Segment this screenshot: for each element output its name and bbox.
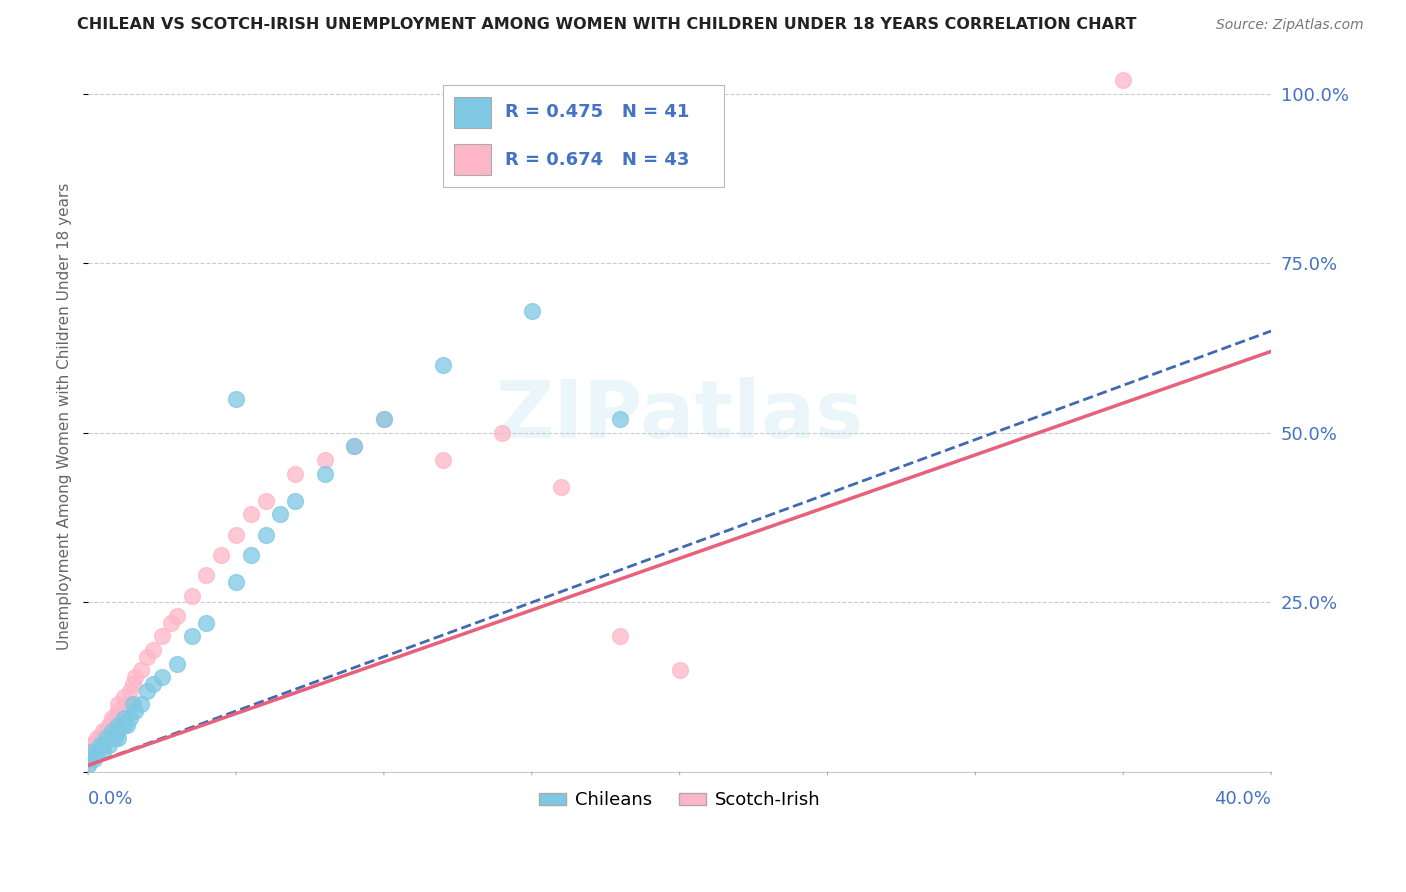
- Point: [150, 670, 173, 684]
- Point: [112, 711, 135, 725]
- Text: 0.0%: 0.0%: [89, 790, 134, 808]
- Point: [91, 745, 114, 759]
- Point: [77, 745, 100, 759]
- Legend: Chileans, Scotch-Irish: Chileans, Scotch-Irish: [531, 784, 828, 816]
- Point: [121, 677, 143, 691]
- Point: [83, 751, 105, 765]
- Point: [101, 711, 124, 725]
- Bar: [454, 97, 491, 128]
- Y-axis label: Unemployment Among Women with Children Under 18 years: Unemployment Among Women with Children U…: [58, 182, 72, 649]
- Text: 40.0%: 40.0%: [1215, 790, 1271, 808]
- Point: [91, 738, 114, 752]
- Text: Source: ZipAtlas.com: Source: ZipAtlas.com: [1216, 18, 1364, 31]
- Point: [112, 717, 135, 731]
- Point: [115, 717, 138, 731]
- Point: [77, 751, 100, 765]
- Point: [112, 690, 135, 705]
- Point: [550, 480, 572, 494]
- Point: [432, 453, 454, 467]
- Point: [1112, 73, 1135, 87]
- Point: [86, 745, 108, 759]
- Point: [91, 738, 114, 752]
- Point: [209, 548, 232, 562]
- Point: [284, 467, 307, 481]
- Point: [101, 717, 124, 731]
- Point: [77, 758, 100, 772]
- Point: [225, 575, 247, 590]
- Text: R = 0.674   N = 43: R = 0.674 N = 43: [505, 151, 689, 169]
- Point: [239, 507, 262, 521]
- Point: [142, 677, 165, 691]
- Point: [150, 629, 173, 643]
- Point: [520, 303, 543, 318]
- Point: [124, 704, 146, 718]
- Point: [104, 731, 127, 746]
- Point: [142, 643, 165, 657]
- Point: [86, 731, 108, 746]
- Text: R = 0.475   N = 41: R = 0.475 N = 41: [505, 103, 689, 121]
- Point: [166, 657, 188, 671]
- Point: [124, 670, 146, 684]
- Point: [136, 649, 159, 664]
- Point: [97, 717, 120, 731]
- Point: [101, 731, 124, 746]
- Point: [269, 507, 291, 521]
- Point: [121, 697, 143, 711]
- Point: [107, 724, 129, 739]
- Point: [94, 731, 117, 746]
- Point: [239, 548, 262, 562]
- Point: [118, 683, 141, 698]
- Point: [77, 758, 100, 772]
- Point: [195, 615, 218, 630]
- Point: [77, 738, 100, 752]
- Point: [373, 412, 395, 426]
- Point: [80, 745, 103, 759]
- Point: [131, 697, 153, 711]
- Bar: [454, 145, 491, 175]
- Point: [89, 731, 111, 746]
- Point: [115, 697, 138, 711]
- Point: [104, 711, 127, 725]
- Point: [180, 629, 202, 643]
- Point: [91, 724, 114, 739]
- Point: [609, 412, 631, 426]
- Point: [166, 609, 188, 624]
- Point: [195, 568, 218, 582]
- Point: [77, 751, 100, 765]
- Text: CHILEAN VS SCOTCH-IRISH UNEMPLOYMENT AMONG WOMEN WITH CHILDREN UNDER 18 YEARS CO: CHILEAN VS SCOTCH-IRISH UNEMPLOYMENT AMO…: [77, 17, 1137, 31]
- Point: [83, 738, 105, 752]
- Point: [136, 683, 159, 698]
- Point: [180, 589, 202, 603]
- Point: [432, 358, 454, 372]
- Point: [254, 527, 277, 541]
- Point: [107, 731, 129, 746]
- Point: [101, 724, 124, 739]
- Point: [94, 724, 117, 739]
- Point: [609, 629, 631, 643]
- Point: [97, 738, 120, 752]
- Point: [343, 439, 366, 453]
- Point: [131, 663, 153, 677]
- Point: [314, 453, 336, 467]
- Point: [373, 412, 395, 426]
- Point: [343, 439, 366, 453]
- Point: [225, 392, 247, 406]
- Point: [491, 425, 513, 440]
- Point: [314, 467, 336, 481]
- Point: [284, 493, 307, 508]
- Point: [107, 717, 129, 731]
- Point: [107, 697, 129, 711]
- Point: [225, 527, 247, 541]
- Text: ZIPatlas: ZIPatlas: [495, 376, 863, 455]
- Point: [89, 738, 111, 752]
- Point: [107, 704, 129, 718]
- Point: [254, 493, 277, 508]
- Point: [118, 711, 141, 725]
- Point: [668, 663, 690, 677]
- Point: [160, 615, 183, 630]
